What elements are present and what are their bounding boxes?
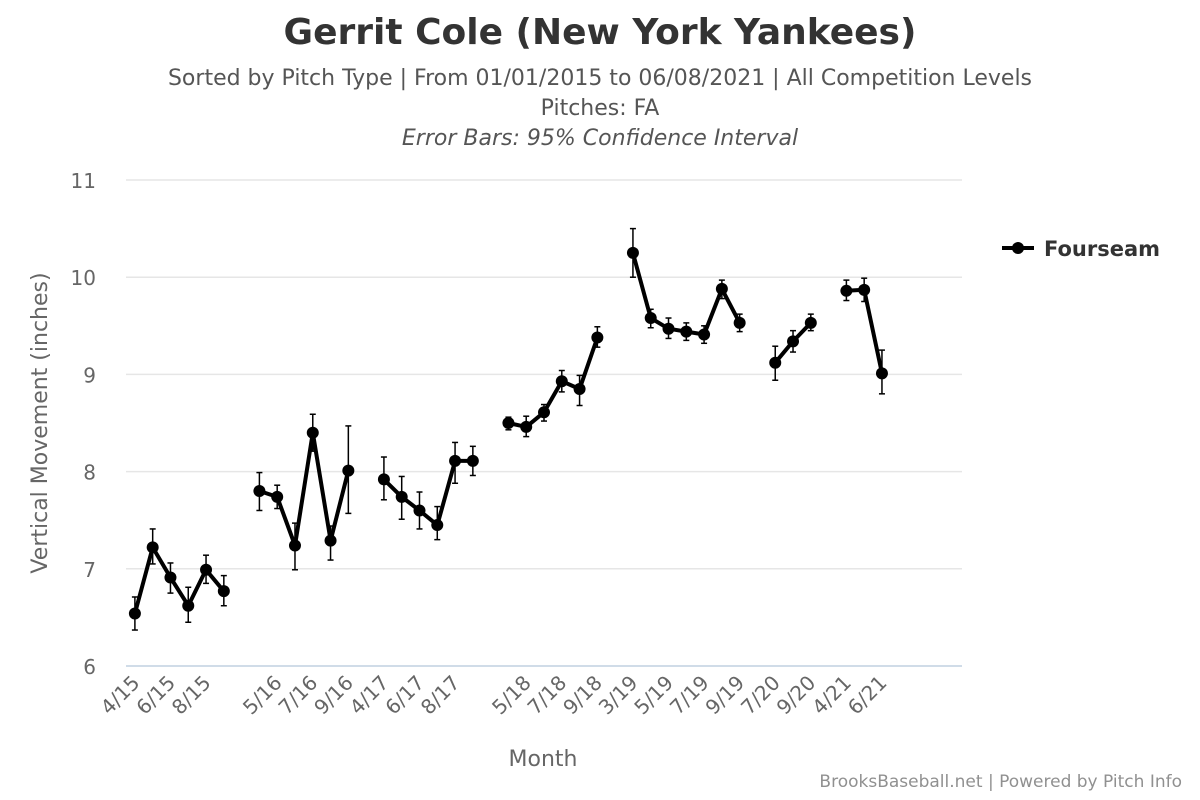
data-point (164, 571, 177, 584)
x-tick-label: 5/16 (238, 671, 287, 720)
y-axis-title: Vertical Movement (inches) (28, 272, 53, 573)
data-point (733, 316, 746, 329)
series-fourseam (128, 227, 888, 631)
data-point (787, 335, 800, 348)
y-tick-label: 7 (83, 558, 96, 582)
x-tick-label: 4/17 (345, 671, 394, 720)
data-point (253, 485, 266, 498)
chart-subtitle: Sorted by Pitch Type | From 01/01/2015 t… (167, 66, 1033, 91)
legend-marker-symbol (1012, 242, 1024, 254)
data-point (200, 563, 213, 576)
data-point (591, 331, 604, 344)
data-point (466, 454, 479, 467)
x-axis-ticks: 4/156/158/15 5/167/169/164/176/178/17 5/18… (96, 671, 892, 720)
data-point (875, 367, 888, 380)
x-tick-label: 5/18 (487, 671, 536, 720)
x-tick-label: 4/15 (96, 671, 145, 720)
data-point (449, 454, 462, 467)
data-point (573, 382, 586, 395)
data-point (502, 417, 515, 429)
y-tick-label: 6 (83, 655, 96, 679)
chart-title: Gerrit Cole (New York Yankees) (283, 12, 917, 53)
data-point (324, 534, 337, 547)
data-point (377, 473, 390, 486)
data-point (769, 356, 782, 369)
x-tick-label: 7/19 (665, 671, 714, 720)
x-tick-label: 7/16 (274, 671, 323, 720)
x-tick-label: 7/20 (736, 671, 785, 720)
data-point (431, 519, 444, 532)
y-tick-label: 9 (83, 363, 96, 387)
data-point (288, 539, 301, 552)
data-point (217, 585, 230, 598)
x-tick-label: 9/16 (309, 671, 358, 720)
data-point (840, 284, 853, 297)
x-axis-title: Month (509, 747, 578, 772)
series-line-segment (846, 287, 884, 374)
data-point (626, 246, 639, 259)
x-tick-label: 8/15 (167, 671, 216, 720)
series-line-segment (507, 336, 600, 429)
x-tick-label: 9/18 (558, 671, 607, 720)
x-tick-label: 9/19 (700, 671, 749, 720)
data-point (182, 599, 195, 612)
data-point (555, 375, 568, 388)
x-tick-label: 7/18 (523, 671, 572, 720)
series-line-segment (258, 430, 351, 548)
x-tick-label: 8/17 (416, 671, 465, 720)
x-tick-label: 9/20 (772, 671, 821, 720)
data-point (538, 406, 550, 419)
x-tick-label: 4/21 (807, 671, 856, 720)
data-point (662, 322, 675, 335)
data-point (804, 316, 817, 329)
data-point (306, 426, 319, 439)
y-tick-label: 11 (71, 169, 96, 193)
y-tick-label: 10 (71, 266, 96, 290)
legend-item-fourseam: Fourseam (1044, 237, 1160, 261)
data-point (715, 282, 728, 295)
data-point (858, 283, 871, 296)
x-tick-label: 3/19 (594, 671, 643, 720)
data-point (395, 490, 408, 503)
grid-lines (126, 179, 962, 667)
y-axis-ticks: 6 7 8 9 10 11 (71, 169, 96, 679)
y-tick-label: 8 (83, 461, 96, 485)
data-point (128, 607, 141, 620)
data-point (271, 490, 284, 503)
data-point (342, 464, 355, 477)
data-point (644, 312, 657, 325)
series-line-segment (132, 545, 226, 615)
x-tick-label: 6/17 (380, 671, 429, 720)
pitch-filter-label: Pitches: FA (540, 96, 660, 121)
x-tick-label: 6/15 (131, 671, 180, 720)
credit-text: BrooksBaseball.net | Powered by Pitch In… (819, 772, 1182, 792)
legend[interactable]: Fourseam (1002, 237, 1160, 261)
data-point (413, 504, 426, 517)
data-point (698, 328, 711, 341)
data-point (680, 325, 693, 338)
x-tick-label: 6/21 (843, 671, 892, 720)
data-point (146, 541, 159, 554)
x-tick-label: 5/19 (629, 671, 678, 720)
error-bar-note: Error Bars: 95% Confidence Interval (401, 126, 799, 151)
data-point (520, 420, 533, 433)
